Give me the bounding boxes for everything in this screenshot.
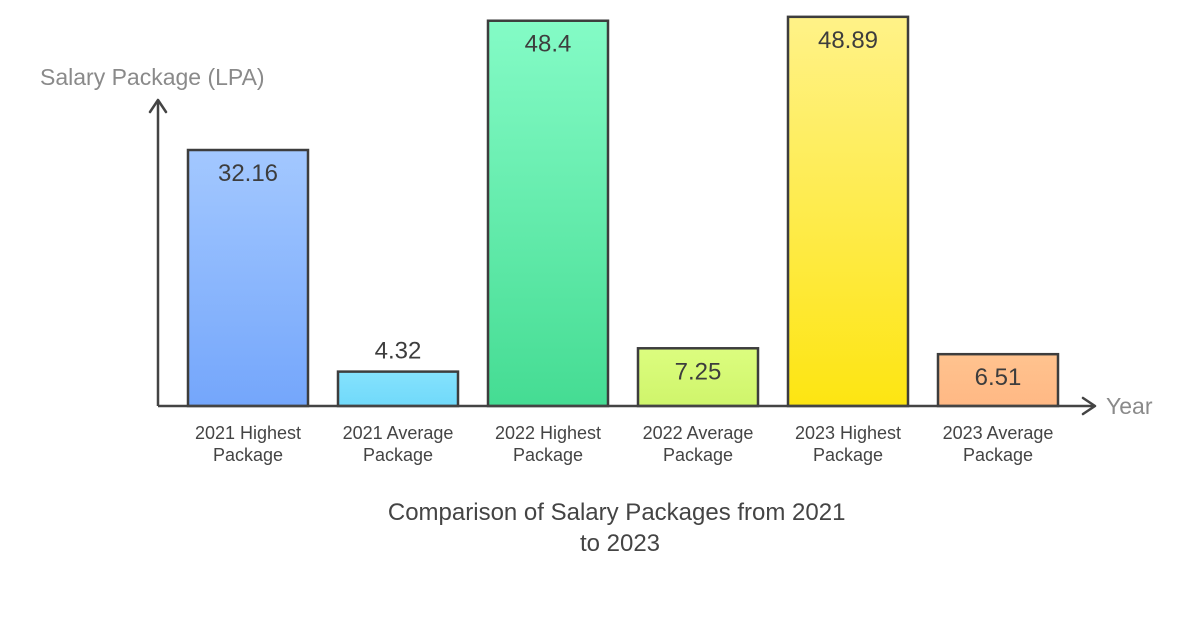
y-axis-arrow-icon — [148, 98, 168, 114]
x-tick-label-6: 2023 Average Package — [943, 423, 1054, 465]
y-axis-title: Salary Package (LPA) — [40, 64, 265, 90]
x-tick-label-5: 2023 Highest Package — [795, 423, 901, 465]
chart-title: Comparison of Salary Packages from 2021 … — [388, 499, 852, 557]
chart-title-line-1: Comparison of Salary Packages from 2021 — [388, 499, 846, 526]
x-axis-title: Year — [1106, 393, 1153, 419]
bar-4 — [636, 347, 760, 408]
data-label-4: 7.25 — [675, 358, 722, 385]
chart-title-line-2: to 2023 — [580, 530, 660, 557]
data-label-5: 48.89 — [818, 27, 878, 54]
bar-2 — [336, 370, 460, 408]
x-tick-label-1: 2021 Highest Package — [195, 423, 301, 465]
data-label-1: 32.16 — [218, 160, 278, 187]
bar-5 — [786, 15, 910, 408]
x-tick-label-3: 2022 Highest Package — [495, 423, 601, 465]
data-label-3: 48.4 — [525, 31, 572, 58]
bar-1 — [186, 148, 310, 408]
x-tick-label-4: 2022 Average Package — [643, 423, 754, 465]
bar-3 — [486, 19, 610, 408]
axes-layer: Salary Package (LPA) Year — [40, 64, 1153, 419]
x-tick-label-2: 2021 Average Package — [343, 423, 454, 465]
data-label-6: 6.51 — [975, 364, 1022, 391]
labels-layer: 32.16 2021 Highest Package 4.32 2021 Average… — [195, 27, 1053, 465]
bars-layer — [186, 15, 1060, 408]
x-axis-arrow-icon — [1081, 396, 1097, 416]
data-label-2: 4.32 — [375, 338, 422, 365]
